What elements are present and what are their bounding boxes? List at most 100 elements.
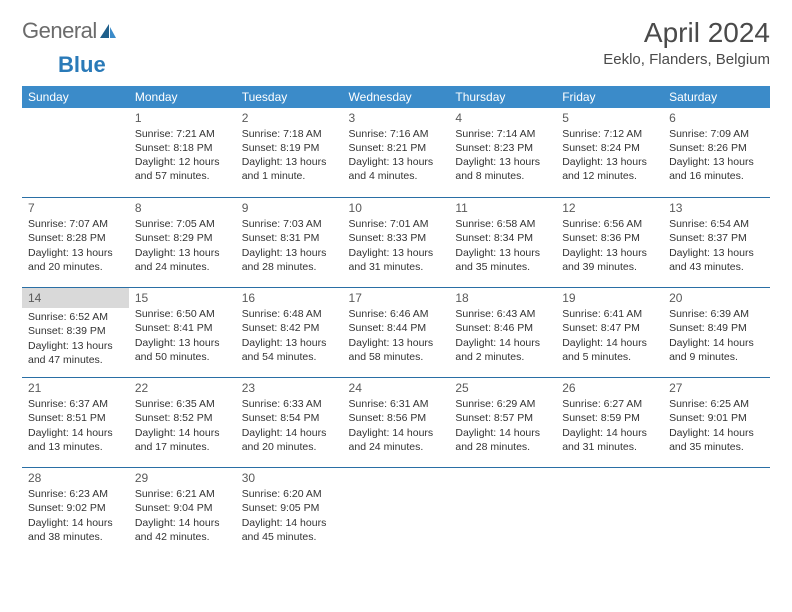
cell-text-line: Daylight: 13 hours [242, 336, 337, 350]
calendar-day-cell: 7Sunrise: 7:07 AMSunset: 8:28 PMDaylight… [22, 198, 129, 288]
cell-text-line: Sunset: 8:36 PM [562, 231, 657, 245]
cell-text-line: Sunset: 8:18 PM [135, 141, 230, 155]
cell-text-line: Sunset: 8:57 PM [455, 411, 550, 425]
cell-text-line: and 31 minutes. [562, 440, 657, 454]
cell-text-line: Sunset: 9:02 PM [28, 501, 123, 515]
cell-text-line: Daylight: 14 hours [135, 516, 230, 530]
calendar-day-cell: 27 Sunrise: 6:25 AMSunset: 9:01 PMDayligh… [663, 378, 770, 468]
cell-text-line: and 20 minutes. [242, 440, 337, 454]
cell-text-line: Daylight: 14 hours [135, 426, 230, 440]
day-number: 2 [242, 111, 337, 125]
cell-text-line: Sunrise: 6:20 AM [242, 487, 337, 501]
cell-text-line: and 45 minutes. [242, 530, 337, 544]
cell-text-line: Sunrise: 7:14 AM [455, 127, 550, 141]
calendar-day-cell: 15Sunrise: 6:50 AMSunset: 8:41 PMDayligh… [129, 288, 236, 378]
calendar-day-cell: 8Sunrise: 7:05 AMSunset: 8:29 PMDaylight… [129, 198, 236, 288]
cell-text-line: Sunrise: 6:46 AM [349, 307, 444, 321]
cell-text-line: Sunrise: 6:41 AM [562, 307, 657, 321]
cell-text-line: Sunrise: 6:29 AM [455, 397, 550, 411]
cell-text-line: and 2 minutes. [455, 350, 550, 364]
day-number: 23 [242, 381, 337, 395]
cell-text-line: Sunset: 8:34 PM [455, 231, 550, 245]
cell-text-line: Sunset: 8:23 PM [455, 141, 550, 155]
cell-text-line: Daylight: 13 hours [28, 339, 123, 353]
cell-text-line: Sunset: 8:29 PM [135, 231, 230, 245]
cell-text-line: Sunset: 8:54 PM [242, 411, 337, 425]
day-number: 27 [669, 381, 764, 395]
calendar-day-cell [663, 468, 770, 558]
cell-text-line: and 50 minutes. [135, 350, 230, 364]
cell-text-line: Sunset: 8:37 PM [669, 231, 764, 245]
cell-text-line: and 43 minutes. [669, 260, 764, 274]
cell-text-line: Sunset: 8:26 PM [669, 141, 764, 155]
cell-text-line: and 31 minutes. [349, 260, 444, 274]
cell-text-line: Sunset: 8:52 PM [135, 411, 230, 425]
cell-text-line: and 42 minutes. [135, 530, 230, 544]
weekday-header: Wednesday [343, 86, 450, 108]
cell-text-line: and 35 minutes. [455, 260, 550, 274]
cell-text-line: Sunrise: 6:31 AM [349, 397, 444, 411]
day-number: 26 [562, 381, 657, 395]
calendar-day-cell: 14Sunrise: 6:52 AMSunset: 8:39 PMDayligh… [22, 288, 129, 378]
calendar-day-cell: 16Sunrise: 6:48 AMSunset: 8:42 PMDayligh… [236, 288, 343, 378]
calendar-day-cell: 10Sunrise: 7:01 AMSunset: 8:33 PMDayligh… [343, 198, 450, 288]
weekday-header: Thursday [449, 86, 556, 108]
day-number: 18 [455, 291, 550, 305]
day-number: 22 [135, 381, 230, 395]
cell-text-line: Sunrise: 6:39 AM [669, 307, 764, 321]
cell-text-line: and 5 minutes. [562, 350, 657, 364]
calendar-day-cell: 5Sunrise: 7:12 AMSunset: 8:24 PMDaylight… [556, 108, 663, 198]
calendar-day-cell: 1Sunrise: 7:21 AMSunset: 8:18 PMDaylight… [129, 108, 236, 198]
cell-text-line: Sunset: 8:46 PM [455, 321, 550, 335]
cell-text-line: Sunset: 9:01 PM [669, 411, 764, 425]
calendar-day-cell: 11Sunrise: 6:58 AMSunset: 8:34 PMDayligh… [449, 198, 556, 288]
calendar-day-cell: 4Sunrise: 7:14 AMSunset: 8:23 PMDaylight… [449, 108, 556, 198]
cell-text-line: Daylight: 13 hours [669, 155, 764, 169]
cell-text-line: Sunrise: 7:01 AM [349, 217, 444, 231]
cell-text-line: and 24 minutes. [135, 260, 230, 274]
calendar-body: 1Sunrise: 7:21 AMSunset: 8:18 PMDaylight… [22, 108, 770, 558]
calendar-day-cell: 25Sunrise: 6:29 AMSunset: 8:57 PMDayligh… [449, 378, 556, 468]
day-number: 8 [135, 201, 230, 215]
cell-text-line: Sunrise: 6:25 AM [669, 397, 764, 411]
day-number: 10 [349, 201, 444, 215]
cell-text-line: Daylight: 13 hours [455, 155, 550, 169]
cell-text-line: Daylight: 13 hours [135, 336, 230, 350]
cell-text-line: Daylight: 14 hours [28, 426, 123, 440]
cell-text-line: Sunrise: 7:21 AM [135, 127, 230, 141]
logo-text-2: Blue [58, 52, 106, 77]
month-title: April 2024 [603, 18, 770, 49]
cell-text-line: Sunset: 8:42 PM [242, 321, 337, 335]
cell-text-line: Daylight: 14 hours [669, 426, 764, 440]
calendar-day-cell: 29Sunrise: 6:21 AMSunset: 9:04 PMDayligh… [129, 468, 236, 558]
cell-text-line: and 12 minutes. [562, 169, 657, 183]
logo: General [22, 18, 117, 44]
day-number: 6 [669, 111, 764, 125]
calendar-day-cell [449, 468, 556, 558]
calendar-week-row: 1Sunrise: 7:21 AMSunset: 8:18 PMDaylight… [22, 108, 770, 198]
cell-text-line: Daylight: 13 hours [455, 246, 550, 260]
cell-text-line: Sunset: 8:49 PM [669, 321, 764, 335]
cell-text-line: Sunset: 8:39 PM [28, 324, 123, 338]
cell-text-line: Daylight: 14 hours [455, 336, 550, 350]
cell-text-line: Daylight: 12 hours [135, 155, 230, 169]
cell-text-line: Daylight: 13 hours [349, 155, 444, 169]
day-number: 14 [28, 291, 123, 305]
cell-text-line: Daylight: 13 hours [562, 155, 657, 169]
cell-text-line: Sunset: 8:59 PM [562, 411, 657, 425]
day-number: 19 [562, 291, 657, 305]
cell-text-line: Daylight: 14 hours [242, 516, 337, 530]
weekday-header: Friday [556, 86, 663, 108]
cell-text-line: Sunrise: 7:09 AM [669, 127, 764, 141]
cell-text-line: Sunrise: 6:33 AM [242, 397, 337, 411]
day-number: 15 [135, 291, 230, 305]
cell-text-line: and 4 minutes. [349, 169, 444, 183]
cell-text-line: Sunrise: 6:35 AM [135, 397, 230, 411]
cell-text-line: Daylight: 13 hours [135, 246, 230, 260]
weekday-header: Tuesday [236, 86, 343, 108]
calendar-day-cell: 20Sunrise: 6:39 AMSunset: 8:49 PMDayligh… [663, 288, 770, 378]
calendar-week-row: 28Sunrise: 6:23 AMSunset: 9:02 PMDayligh… [22, 468, 770, 558]
calendar-day-cell: 18Sunrise: 6:43 AMSunset: 8:46 PMDayligh… [449, 288, 556, 378]
calendar-day-cell: 22 Sunrise: 6:35 AMSunset: 8:52 PMDayligh… [129, 378, 236, 468]
weekday-header: Saturday [663, 86, 770, 108]
